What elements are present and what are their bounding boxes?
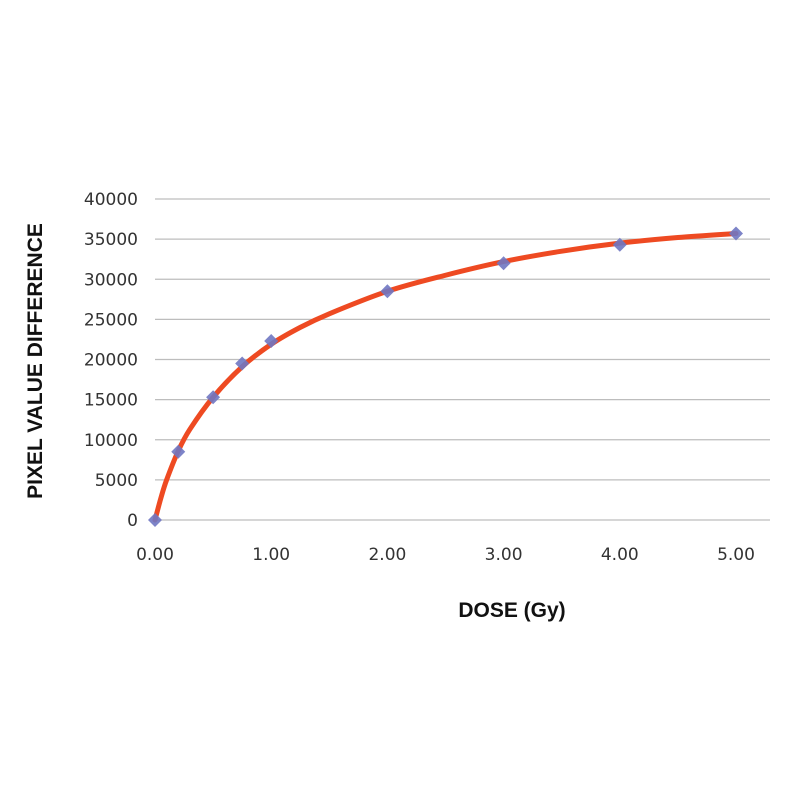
data-point-0	[148, 513, 162, 527]
x-tick-labels: 0.00 1.00 2.00 3.00 4.00 5.00	[136, 545, 755, 565]
y-tick-label-35000: 35000	[84, 230, 138, 250]
x-tick-label-0.00: 0.00	[136, 545, 174, 565]
y-tick-label-10000: 10000	[84, 431, 138, 451]
x-tick-label-4.00: 4.00	[601, 545, 639, 565]
x-tick-label-5.00: 5.00	[717, 545, 755, 565]
x-tick-label-3.00: 3.00	[485, 545, 523, 565]
y-tick-label-30000: 30000	[84, 270, 138, 290]
y-tick-labels: 0 5000 10000 15000 20000 25000 30000 35000 40000	[84, 190, 138, 531]
data-point-0.5	[206, 390, 221, 405]
y-tick-label-20000: 20000	[84, 351, 138, 371]
fit-curve-line	[152, 231, 739, 523]
data-point-4	[612, 237, 627, 252]
x-tick-label-1.00: 1.00	[252, 545, 290, 565]
data-point-0.2	[171, 444, 186, 459]
data-point-5	[729, 226, 743, 241]
data-point-1	[264, 334, 279, 349]
x-axis-title: DOSE (Gy)	[458, 599, 565, 622]
data-point-0.75	[235, 356, 250, 371]
data-points	[148, 226, 743, 527]
x-tick-label-2.00: 2.00	[368, 545, 406, 565]
y-tick-label-25000: 25000	[84, 310, 138, 330]
y-tick-label-40000: 40000	[84, 190, 138, 210]
data-point-2	[380, 284, 395, 299]
fit-curve-layer	[152, 231, 739, 523]
y-tick-label-15000: 15000	[84, 391, 138, 411]
y-tick-label-0: 0	[127, 511, 138, 531]
data-point-3	[496, 256, 511, 271]
y-tick-label-5000: 5000	[95, 471, 138, 491]
grid-lines	[155, 198, 770, 521]
y-axis-title: PIXEL VALUE DIFFERENCE	[24, 223, 47, 499]
